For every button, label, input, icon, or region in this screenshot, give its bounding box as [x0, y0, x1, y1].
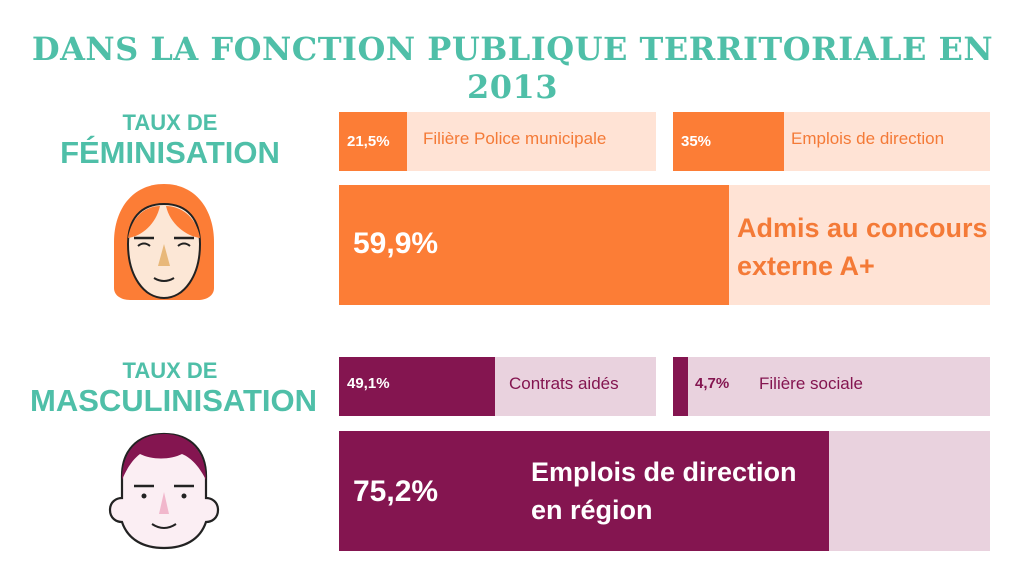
bar-fill — [339, 357, 495, 416]
bar-category-label-line: Admis au concours — [737, 213, 988, 243]
bar-category-label-line: en région — [531, 495, 653, 525]
bar-emplois-direction: 35% Emplois de direction — [673, 112, 990, 171]
bar-value-label: 59,9% — [353, 227, 439, 260]
man-face-icon — [108, 432, 220, 550]
bar-admis-concours: 59,9% Admis au concours externe A+ — [339, 185, 990, 305]
bar-category-label: Contrats aidés — [509, 374, 619, 393]
bar-fill — [673, 357, 688, 416]
bar-value-label: 21,5% — [347, 133, 390, 150]
bar-filiere-sociale: 4,7% Filière sociale — [673, 357, 990, 416]
masculinisation-label-small: TAUX DE — [122, 358, 218, 383]
bar-category-label-line: externe A+ — [737, 251, 875, 281]
bar-fill — [673, 112, 784, 171]
feminisation-label-big: FÉMINISATION — [60, 135, 280, 170]
bar-fill — [339, 431, 829, 551]
feminisation-label-small: TAUX DE — [122, 110, 218, 135]
bar-category-label: Emplois de direction en région — [531, 453, 797, 529]
bar-category-label: Emplois de direction — [791, 129, 945, 148]
feminisation-label: TAUX DE FÉMINISATION — [60, 110, 280, 170]
masculinisation-label-big: MASCULINISATION — [30, 383, 318, 418]
bar-police-municipale: 21,5% Filière Police municipale — [339, 112, 656, 171]
woman-face-icon — [114, 184, 214, 300]
bar-category-label: Filière Police municipale — [423, 129, 607, 148]
bar-category-label: Admis au concours externe A+ — [737, 209, 988, 285]
bar-category-label: Filière sociale — [759, 374, 863, 393]
bar-fill — [339, 112, 408, 171]
bar-value-label: 75,2% — [353, 475, 439, 508]
bar-value-label: 35% — [681, 133, 712, 150]
bar-emplois-direction-region: 75,2% Emplois de direction en région — [339, 431, 990, 551]
bar-contrats-aides: 49,1% Contrats aidés — [339, 357, 656, 416]
bar-value-label: 49,1% — [347, 375, 390, 392]
bar-category-label-line: Emplois de direction — [531, 457, 797, 487]
bar-fill — [339, 185, 729, 305]
masculinisation-label: TAUX DE MASCULINISATION — [30, 358, 318, 418]
chart-title: DANS LA FONCTION PUBLIQUE TERRITORIALE E… — [31, 30, 994, 106]
bar-value-label: 4,7% — [695, 375, 730, 392]
